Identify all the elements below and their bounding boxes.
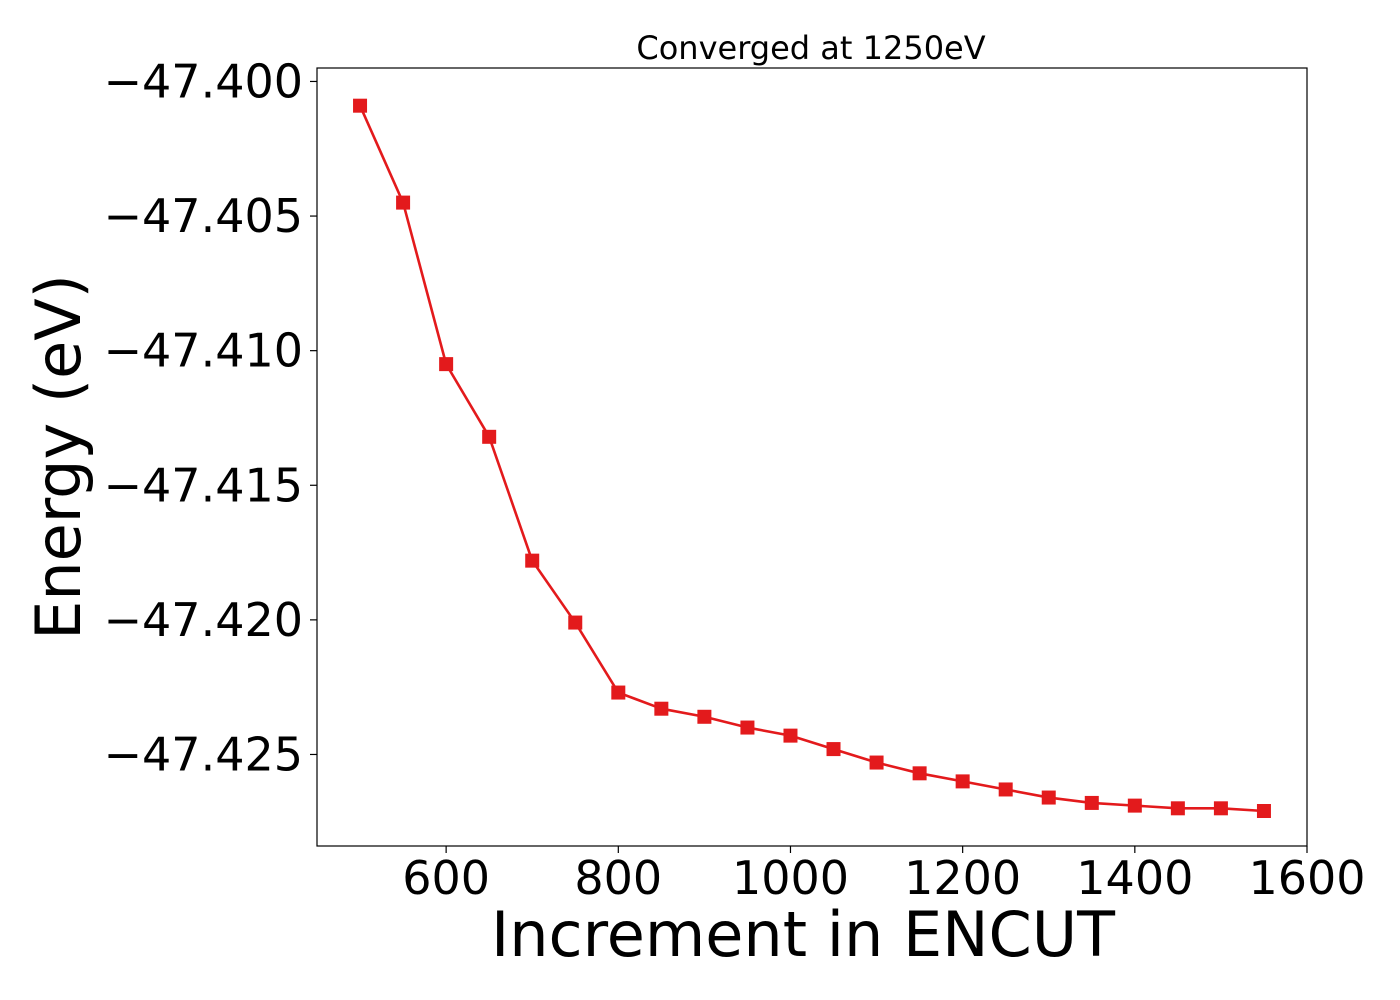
data-point-marker [1256,804,1271,819]
data-point-marker [697,709,712,724]
data-point-marker [998,782,1013,797]
data-point-marker [955,774,970,789]
series-layer [353,98,1271,819]
y-tick-label: −47.400 [104,54,304,108]
x-tick-label: 1200 [904,851,1021,905]
series-line [358,105,1265,813]
y-tick-label: −47.420 [104,593,304,647]
data-point-marker [740,720,755,735]
y-tick-label: −47.425 [104,727,304,781]
data-point-marker [1213,801,1228,816]
data-point-marker [869,755,884,770]
data-point-marker [1127,798,1142,813]
data-point-marker [568,615,583,630]
y-tick-label: −47.405 [104,189,304,243]
data-point-marker [482,429,497,444]
x-tick-label: 800 [574,851,662,905]
data-point-marker [439,357,454,372]
x-tick-label: 1000 [732,851,849,905]
data-point-marker [912,766,927,781]
data-point-marker [525,553,540,568]
data-point-marker [826,742,841,757]
data-point-marker [654,701,669,716]
x-tick-label: 600 [402,851,490,905]
y-axis-ticks: −47.400 −47.405 −47.410 −47.415 −47.420 −47.4… [104,54,317,781]
chart-title: Converged at 1250eV [636,29,985,67]
y-tick-label: −47.415 [104,458,304,512]
y-axis-label: Energy (eV) [22,274,95,640]
x-axis-label: Increment in ENCUT [491,898,1116,971]
y-tick-label: −47.410 [104,324,304,378]
data-point-marker [1170,801,1185,816]
data-point-marker [396,195,411,210]
data-point-marker [783,728,798,743]
data-point-marker [611,685,626,700]
x-tick-label: 1600 [1248,851,1365,905]
data-point-marker [1084,795,1099,810]
data-point-marker [353,98,368,113]
data-point-marker [1041,790,1056,805]
x-tick-label: 1400 [1076,851,1193,905]
plot-frame [316,67,1308,847]
x-axis-ticks: 600 800 1000 1200 1400 1600 [402,846,1366,905]
